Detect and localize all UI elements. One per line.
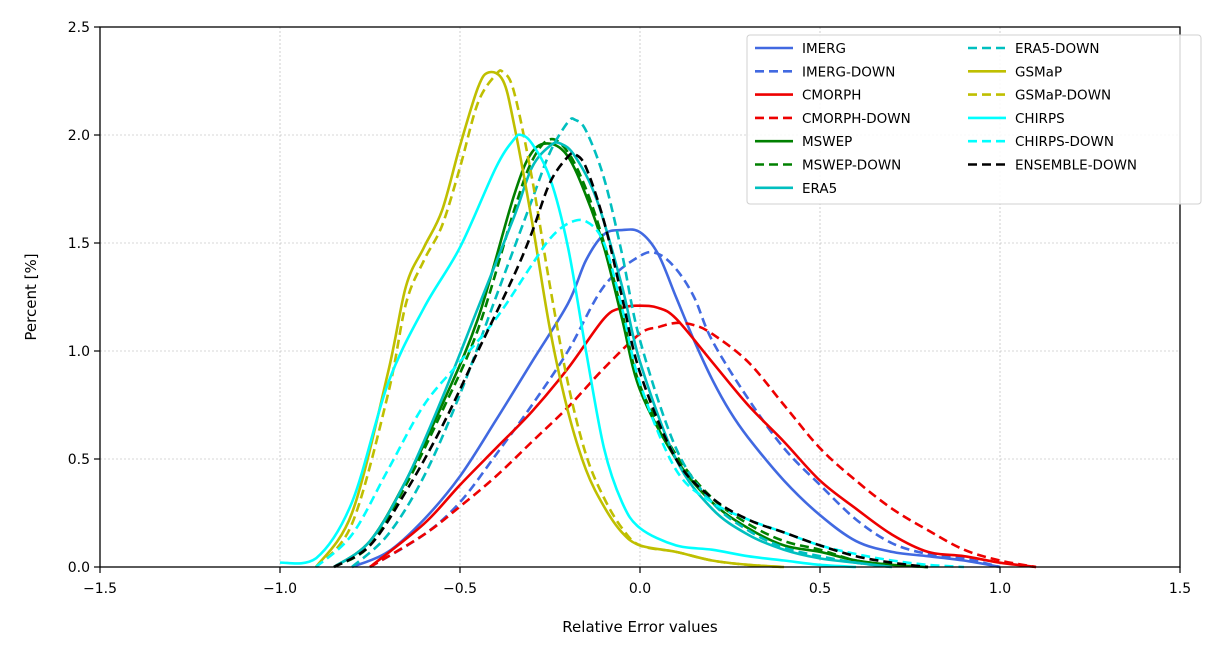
series-line-chirps-down — [315, 218, 965, 569]
y-tick-label: 2.0 — [68, 128, 90, 144]
series-line-gsmap-down — [315, 69, 785, 569]
legend-label-gsmap: GSMaP — [1015, 64, 1062, 80]
legend-label-imerg-down: IMERG-DOWN — [802, 64, 895, 80]
x-tick-label: −1.0 — [263, 581, 297, 597]
y-axis-label: Percent [%] — [22, 253, 40, 340]
legend: IMERG IMERG-DOWN CMORPH CMORPH-DOWN MSWEP MSW… — [746, 34, 1202, 205]
x-tick-label: 0.5 — [809, 581, 831, 597]
x-tick-label: −1.5 — [83, 581, 117, 597]
y-tick-label: 1.5 — [68, 236, 90, 252]
legend-label-cmorph: CMORPH — [802, 88, 861, 104]
legend-label-imerg: IMERG — [802, 41, 846, 57]
y-tick-label: 0.5 — [68, 452, 90, 468]
legend-label-mswep-down: MSWEP-DOWN — [802, 158, 901, 174]
series-line-mswep-down — [333, 137, 929, 569]
axis-ticks: −1.5 −1.0 −0.5 0.0 0.5 1.0 1.5 0.0 0.5 1.0 1.5 2.0 2… — [68, 20, 1191, 597]
series-line-cmorph-down — [369, 321, 1037, 569]
legend-label-era5-down: ERA5-DOWN — [1015, 41, 1100, 57]
x-tick-label: 0.0 — [629, 581, 651, 597]
legend-label-era5: ERA5 — [802, 181, 837, 197]
series-line-era5 — [333, 141, 893, 569]
y-tick-label: 0.0 — [68, 560, 90, 576]
legend-label-cmorph-down: CMORPH-DOWN — [802, 111, 911, 127]
y-tick-label: 2.5 — [68, 20, 90, 36]
x-tick-label: 1.0 — [989, 581, 1011, 597]
x-tick-label: 1.5 — [1169, 581, 1191, 597]
series-line-era5-down — [351, 117, 893, 569]
y-tick-label: 1.0 — [68, 344, 90, 360]
legend-label-gsmap-down: GSMaP-DOWN — [1015, 88, 1111, 104]
series-line-imerg — [351, 228, 1001, 569]
series-lines — [279, 69, 1037, 569]
x-tick-label: −0.5 — [443, 581, 477, 597]
legend-label-ensemble-down: ENSEMBLE-DOWN — [1015, 158, 1137, 174]
legend-label-chirps: CHIRPS — [1015, 111, 1065, 127]
series-line-ensemble-down — [333, 151, 929, 569]
series-line-chirps — [279, 133, 857, 569]
legend-label-mswep: MSWEP — [802, 134, 852, 150]
series-line-gsmap — [314, 70, 785, 569]
series-line-cmorph — [369, 304, 1037, 569]
legend-box — [746, 34, 1202, 205]
legend-label-chirps-down: CHIRPS-DOWN — [1015, 134, 1114, 150]
x-axis-label: Relative Error values — [562, 618, 718, 636]
